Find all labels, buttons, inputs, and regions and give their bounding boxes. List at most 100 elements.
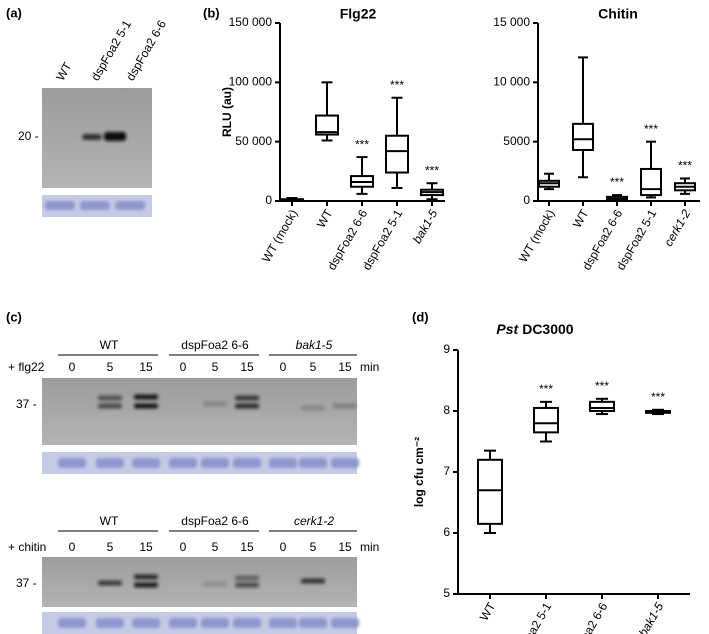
significance: ***: [539, 382, 553, 396]
title-part: Pst: [496, 321, 519, 337]
loading-band: [45, 201, 75, 210]
time-point: 5: [212, 360, 219, 374]
x-tick-label: WT: [314, 207, 336, 231]
loading-band: [132, 458, 160, 468]
title-part: DC3000: [522, 321, 574, 337]
loading-band: [233, 458, 261, 468]
band: [134, 582, 158, 588]
loading-band: [169, 458, 197, 468]
box: [385, 134, 409, 174]
loading-band: [299, 618, 327, 628]
y-tick-label: 0: [265, 193, 272, 207]
chart-title: Pst DC3000: [496, 321, 573, 337]
y-tick-label: 8: [443, 403, 450, 417]
group-label: dspFoa2 6-6: [181, 338, 249, 352]
loading-control: [42, 452, 357, 474]
box: [640, 167, 662, 197]
x-tick-label: cerk1-2: [661, 207, 693, 249]
time-point: 0: [180, 540, 187, 554]
band: [98, 403, 122, 409]
x-tick-label: dspFoa2 5-1: [509, 600, 555, 634]
panel-label: (c): [6, 309, 22, 324]
loading-band: [58, 458, 86, 468]
treatment-label: + flg22: [8, 360, 45, 374]
y-tick-label: 15 000: [493, 15, 530, 29]
panel-label: (a): [6, 5, 22, 20]
x-tick-label: bak1-5: [410, 207, 441, 246]
group-label: WT: [100, 338, 119, 352]
time-point: 0: [280, 360, 287, 374]
band: [333, 403, 357, 409]
band: [134, 394, 158, 400]
y-tick-label: 150 000: [229, 15, 273, 29]
band: [235, 575, 259, 581]
time-point: 15: [139, 540, 153, 554]
y-tick-label: 6: [443, 525, 450, 539]
band: [134, 574, 158, 580]
x-tick-label: WT (mock): [516, 207, 557, 265]
band: [203, 581, 227, 587]
loading-band: [269, 618, 297, 628]
y-axis-label: RLU (au): [220, 87, 234, 137]
band: [98, 580, 122, 586]
y-tick-label: 50 000: [235, 134, 272, 148]
group-label: WT: [100, 514, 119, 528]
chart-title: Flg22: [340, 6, 377, 22]
box: [572, 122, 594, 151]
blot: [42, 378, 357, 445]
x-tick-label: WT: [477, 600, 499, 624]
y-tick-label: 5: [443, 586, 450, 600]
loading-band: [115, 201, 145, 210]
time-point: 0: [69, 360, 76, 374]
time-unit: min: [360, 360, 379, 374]
loading-band: [96, 458, 124, 468]
size-marker: 37 -: [16, 576, 37, 590]
size-marker: 37 -: [16, 397, 37, 411]
x-tick-label: WT (mock): [259, 207, 300, 265]
box: [477, 458, 503, 525]
loading-band: [331, 458, 359, 468]
significance: ***: [390, 78, 404, 92]
band: [82, 134, 102, 140]
time-point: 5: [107, 540, 114, 554]
time-point: 5: [107, 360, 114, 374]
box: [315, 114, 339, 136]
treatment-label: + chitin: [8, 540, 46, 554]
band: [203, 401, 227, 407]
significance: ***: [425, 163, 439, 177]
loading-band: [132, 618, 160, 628]
band: [98, 395, 122, 401]
y-tick-label: 10 000: [493, 75, 530, 89]
group-label: bak1-5: [296, 338, 333, 352]
box: [533, 406, 559, 434]
band: [235, 582, 259, 588]
band: [235, 395, 259, 401]
loading-band: [201, 618, 229, 628]
loading-band: [80, 201, 110, 210]
loading-band: [169, 618, 197, 628]
group-label: cerk1-2: [294, 514, 334, 528]
loading-band: [233, 618, 261, 628]
panel-label: (b): [203, 5, 220, 20]
size-marker: 20 -: [18, 129, 39, 143]
group-label: dspFoa2 6-6: [181, 514, 249, 528]
x-tick-label: bak1-5: [636, 600, 667, 634]
loading-band: [58, 618, 86, 628]
loading-band: [269, 458, 297, 468]
significance: ***: [651, 390, 665, 404]
y-axis-label: log cfu cm⁻²: [412, 437, 426, 507]
time-point: 5: [310, 360, 317, 374]
loading-band: [299, 458, 327, 468]
time-unit: min: [360, 540, 379, 554]
time-point: 15: [240, 540, 254, 554]
x-tick-label: WT: [570, 207, 592, 231]
band: [301, 405, 325, 411]
time-point: 0: [180, 360, 187, 374]
y-tick-label: 7: [443, 464, 450, 478]
significance: ***: [644, 122, 658, 136]
significance: ***: [595, 379, 609, 393]
significance: ***: [610, 175, 624, 189]
time-point: 0: [69, 540, 76, 554]
band: [301, 578, 325, 584]
